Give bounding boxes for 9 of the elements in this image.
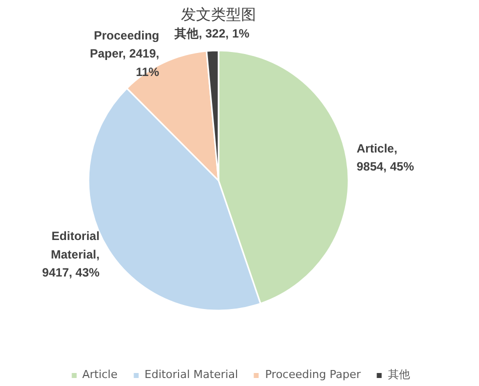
legend-label: 其他	[388, 367, 410, 382]
data-label: Editorial Material, 9417, 43%	[42, 229, 100, 280]
chart-title: 发文类型图	[181, 6, 256, 24]
data-label: Article, 9854, 45%	[356, 141, 414, 174]
legend-label: Editorial Material	[144, 368, 238, 381]
legend-label: Proceeding Paper	[265, 368, 361, 381]
data-label: Proceeding Paper, 2419, 11%	[90, 28, 160, 79]
data-label: 其他, 322, 1%	[174, 26, 250, 41]
legend-label: Article	[82, 368, 118, 381]
